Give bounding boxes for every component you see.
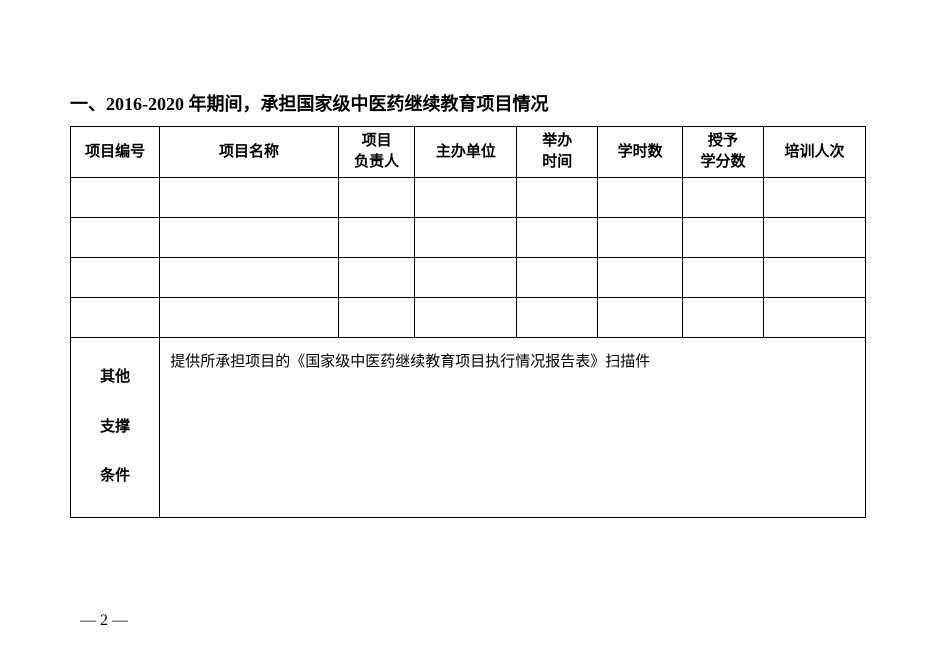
table-row xyxy=(71,218,866,258)
cell xyxy=(517,218,598,258)
projects-table: 项目编号 项目名称 项目负责人 主办单位 举办时间 学时数 授予学分数 培训人次 xyxy=(70,126,866,518)
cell xyxy=(160,218,339,258)
cell xyxy=(683,218,764,258)
col-header-project-id: 项目编号 xyxy=(71,127,160,178)
cell xyxy=(160,258,339,298)
cell xyxy=(598,298,683,338)
cell xyxy=(517,298,598,338)
cell xyxy=(71,178,160,218)
table-row xyxy=(71,258,866,298)
cell xyxy=(338,178,415,218)
col-header-host-unit: 主办单位 xyxy=(415,127,517,178)
support-content: 提供所承担项目的《国家级中医药继续教育项目执行情况报告表》扫描件 xyxy=(160,338,866,518)
cell xyxy=(763,178,865,218)
cell xyxy=(683,178,764,218)
cell xyxy=(598,218,683,258)
support-label: 其他 支撑 条件 xyxy=(71,338,160,518)
cell xyxy=(415,258,517,298)
cell xyxy=(598,258,683,298)
cell xyxy=(71,258,160,298)
section-title: 一、2016-2020 年期间，承担国家级中医药继续教育项目情况 xyxy=(70,90,866,116)
cell xyxy=(517,178,598,218)
table-row xyxy=(71,298,866,338)
cell xyxy=(338,298,415,338)
col-header-hold-time: 举办时间 xyxy=(517,127,598,178)
cell xyxy=(763,298,865,338)
table-header-row: 项目编号 项目名称 项目负责人 主办单位 举办时间 学时数 授予学分数 培训人次 xyxy=(71,127,866,178)
cell xyxy=(683,298,764,338)
cell xyxy=(415,178,517,218)
cell xyxy=(415,218,517,258)
cell xyxy=(763,258,865,298)
cell xyxy=(71,218,160,258)
cell xyxy=(763,218,865,258)
cell xyxy=(338,218,415,258)
col-header-hours: 学时数 xyxy=(598,127,683,178)
col-header-credits: 授予学分数 xyxy=(683,127,764,178)
cell xyxy=(415,298,517,338)
col-header-trainees: 培训人次 xyxy=(763,127,865,178)
col-header-project-name: 项目名称 xyxy=(160,127,339,178)
cell xyxy=(160,178,339,218)
col-header-leader: 项目负责人 xyxy=(338,127,415,178)
support-label-line: 其他 xyxy=(100,359,130,397)
cell xyxy=(517,258,598,298)
support-label-line: 条件 xyxy=(100,458,130,496)
page-number: — 2 — xyxy=(80,612,128,630)
support-label-line: 支撑 xyxy=(100,409,130,447)
support-row: 其他 支撑 条件 提供所承担项目的《国家级中医药继续教育项目执行情况报告表》扫描… xyxy=(71,338,866,518)
table-row xyxy=(71,178,866,218)
cell xyxy=(160,298,339,338)
cell xyxy=(598,178,683,218)
cell xyxy=(338,258,415,298)
cell xyxy=(71,298,160,338)
cell xyxy=(683,258,764,298)
